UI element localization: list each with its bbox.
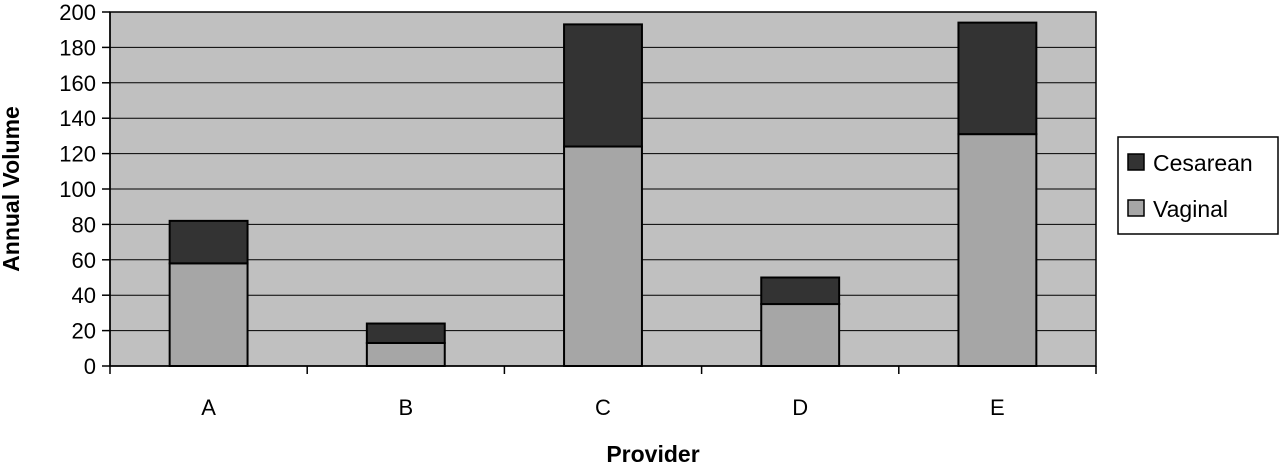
legend-box (1117, 136, 1279, 235)
legend: Cesarean Vaginal (1117, 136, 1279, 235)
y-tick-label: 160 (59, 71, 96, 96)
bar-segment-vaginal-c (563, 145, 643, 367)
x-axis-title: Provider (606, 441, 699, 466)
legend-swatch-cesarean (1127, 153, 1145, 171)
y-tick-label: 80 (72, 212, 96, 237)
legend-label-cesarean: Cesarean (1153, 150, 1253, 176)
axes (102, 11, 1097, 374)
legend-swatch-vaginal (1127, 199, 1145, 217)
y-tick-label: 100 (59, 177, 96, 202)
bar-segment-cesarean-d (760, 276, 841, 306)
x-tick-label: B (398, 395, 413, 420)
y-tick-label: 140 (59, 106, 96, 131)
y-axis-title: Annual Volume (0, 106, 24, 272)
y-tick-label: 180 (59, 35, 96, 60)
x-tick-label: D (792, 395, 808, 420)
bar-segment-cesarean-b (365, 322, 446, 344)
bar-segment-vaginal-b (365, 341, 446, 367)
x-tick-label: A (201, 395, 216, 420)
y-tick-label: 120 (59, 142, 96, 167)
x-tick-label: C (595, 395, 611, 420)
bar-segment-vaginal-a (168, 262, 249, 367)
y-tick-label: 20 (72, 319, 96, 344)
bar-segment-vaginal-d (760, 303, 841, 367)
bar-segment-vaginal-e (957, 133, 1038, 367)
y-tick-label: 200 (59, 0, 96, 25)
y-tick-labels: 0 20 40 60 80 100 120 140 160 180 200 (59, 0, 96, 379)
y-tick-label: 60 (72, 248, 96, 273)
bar-segment-cesarean-e (957, 21, 1038, 136)
legend-label-vaginal: Vaginal (1153, 196, 1228, 222)
bar-segment-cesarean-c (563, 23, 643, 148)
x-tick-label: E (990, 395, 1005, 420)
y-tick-label: 0 (84, 354, 96, 379)
bar-segment-cesarean-a (168, 219, 249, 265)
y-tick-label: 40 (72, 283, 96, 308)
x-tick-labels: A B C D E (201, 395, 1004, 420)
bars (168, 21, 1038, 367)
